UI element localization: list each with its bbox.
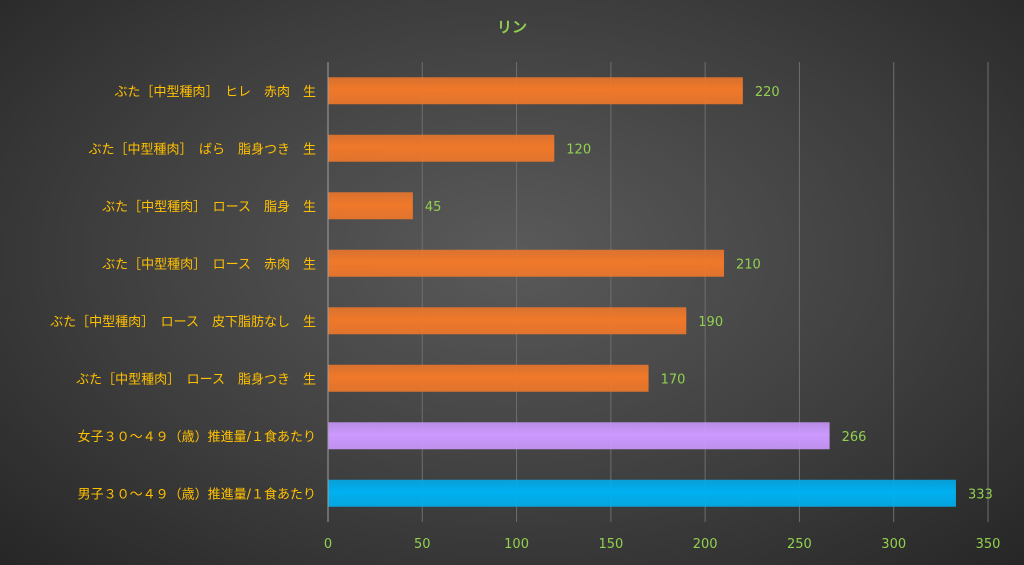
axes: 0 50 100 150 200 250 300 350 bbox=[324, 62, 1001, 552]
data-label: 190 bbox=[698, 315, 723, 330]
category-label: ぶた［中型種肉］ ロース 脂身 生 bbox=[102, 199, 316, 215]
x-tick-label: 350 bbox=[976, 537, 1001, 552]
data-label: 170 bbox=[661, 372, 686, 387]
data-label: 120 bbox=[566, 142, 591, 157]
bar bbox=[328, 249, 724, 277]
bar bbox=[328, 479, 956, 507]
category-label: 女子３０〜４９（歳）推進量/１食あたり bbox=[78, 429, 316, 445]
bar bbox=[328, 77, 743, 105]
category-label: ぶた［中型種肉］ ロース 皮下脂肪なし 生 bbox=[50, 314, 316, 330]
data-label: 266 bbox=[842, 430, 867, 445]
bar bbox=[328, 364, 649, 392]
category-label: 男子３０〜４９（歳）推進量/１食あたり bbox=[78, 486, 316, 502]
x-tick-label: 0 bbox=[324, 537, 332, 552]
chart-title: リン bbox=[497, 18, 527, 36]
category-label: ぶた［中型種肉］ ロース 赤肉 生 bbox=[102, 256, 316, 272]
category-label: ぶた［中型種肉］ ヒレ 赤肉 生 bbox=[114, 84, 316, 100]
x-tick-label: 250 bbox=[787, 537, 812, 552]
bar bbox=[328, 192, 413, 220]
data-label: 45 bbox=[425, 200, 442, 215]
data-label: 220 bbox=[755, 85, 780, 100]
bar bbox=[328, 134, 555, 162]
data-label: 333 bbox=[968, 487, 993, 502]
bar bbox=[328, 307, 687, 335]
x-tick-label: 50 bbox=[414, 537, 431, 552]
category-label: ぶた［中型種肉］ ロース 脂身つき 生 bbox=[76, 371, 316, 387]
x-tick-label: 200 bbox=[693, 537, 718, 552]
gridlines bbox=[421, 62, 989, 522]
bar bbox=[328, 422, 830, 450]
category-label: ぶた［中型種肉］ ばら 脂身つき 生 bbox=[88, 141, 316, 157]
bars: ぶた［中型種肉］ ヒレ 赤肉 生 220 ぶた［中型種肉］ ばら 脂身つき 生 120… bbox=[50, 77, 993, 507]
x-tick-label: 100 bbox=[504, 537, 529, 552]
x-tick-label: 150 bbox=[598, 537, 623, 552]
x-tick-label: 300 bbox=[881, 537, 906, 552]
data-label: 210 bbox=[736, 257, 761, 272]
